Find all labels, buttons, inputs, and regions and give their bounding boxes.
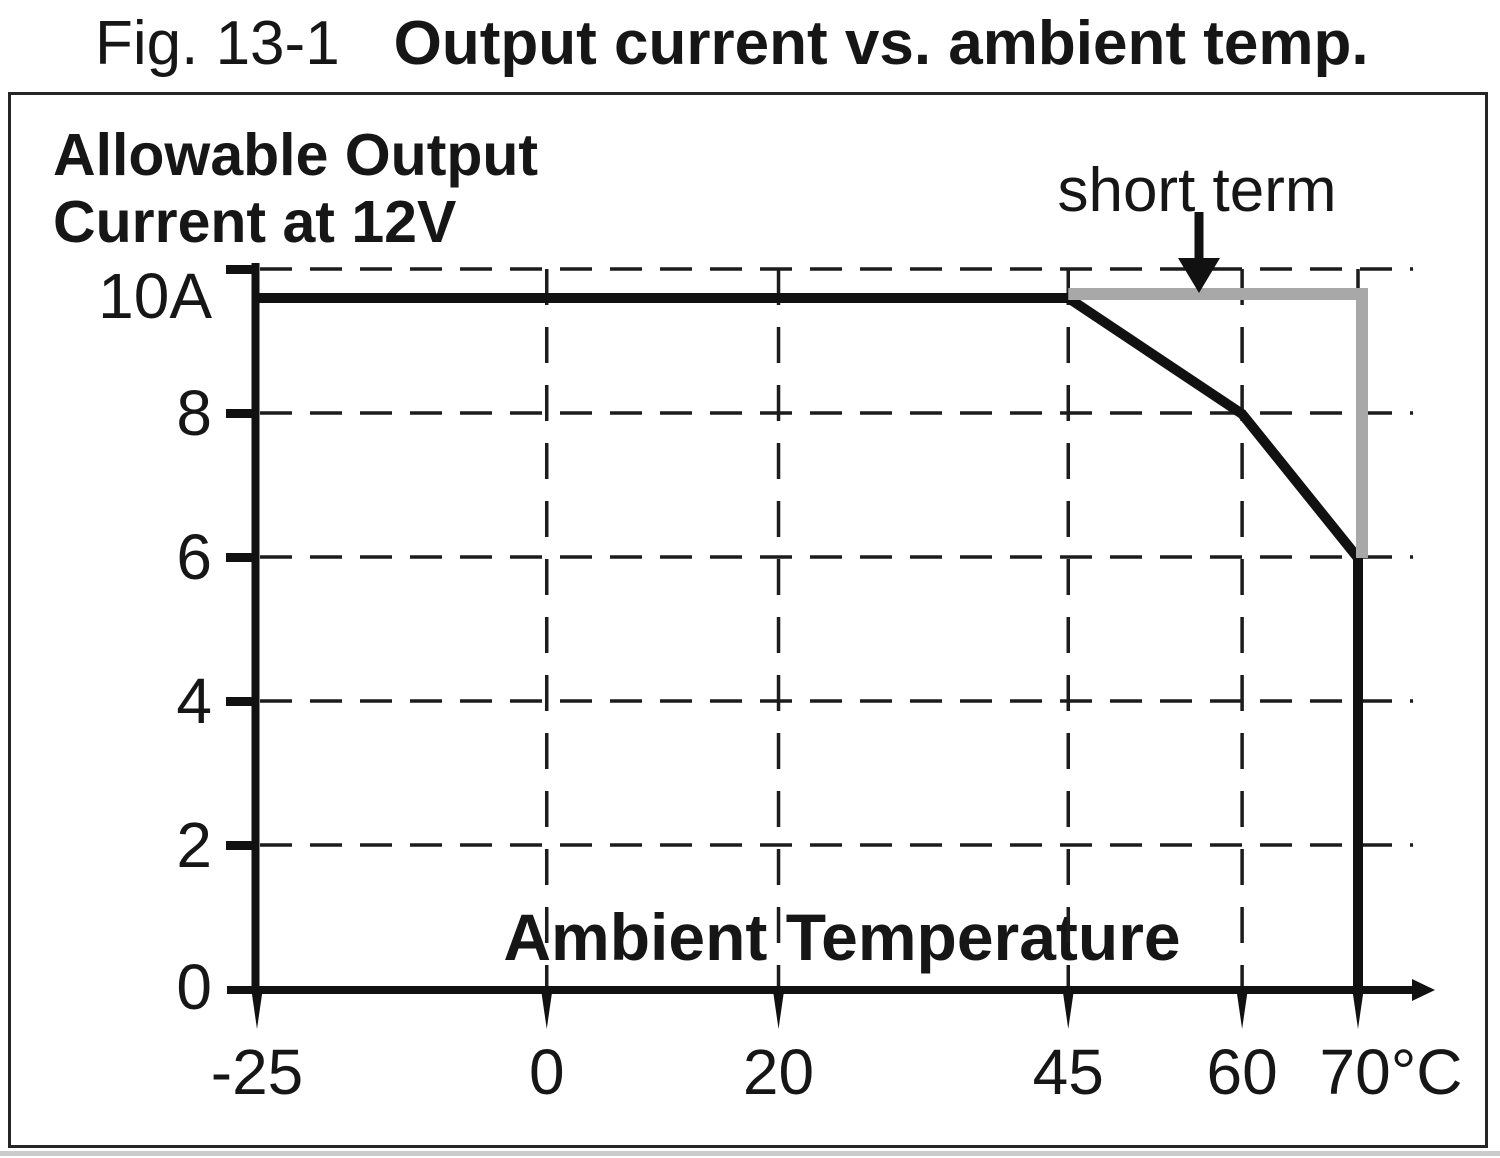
y-tick-6 — [226, 553, 259, 562]
x-tick--25 — [251, 991, 263, 1029]
series-line-short-term — [1068, 288, 1368, 558]
y-axis-title-line2: Current at 12V — [53, 189, 457, 256]
x-tick-60 — [1236, 991, 1248, 1029]
x-tick-70 — [1352, 991, 1364, 1029]
y-tick-10 — [226, 265, 259, 274]
x-tick-45 — [1062, 991, 1074, 1029]
page-edge-artifact — [0, 1151, 1500, 1156]
y-axis-title-line1: Allowable Output — [53, 122, 539, 188]
series-lines — [257, 288, 1368, 990]
figure-title: Output current vs. ambient temp. — [393, 9, 1369, 78]
y-axis-title: Allowable Output Current at 12V — [53, 122, 538, 257]
y-tick-8 — [226, 409, 259, 418]
y-tick-4 — [226, 697, 259, 706]
y-tick-2 — [226, 841, 259, 850]
y-axis-line — [251, 263, 260, 990]
x-tick-0 — [541, 991, 553, 1029]
short-term-arrow-shaft — [1194, 212, 1204, 261]
figure-caption: Fig. 13-1 Output current vs. ambient tem… — [95, 8, 1369, 79]
x-tick-20 — [773, 991, 785, 1029]
axis-ticks — [226, 265, 1364, 1029]
short-term-arrow-icon — [1178, 212, 1220, 293]
x-axis-arrowhead-icon — [1412, 979, 1435, 1001]
series-line-continuous — [257, 293, 1363, 990]
gridlines — [260, 267, 1413, 990]
short-term-arrowhead-icon — [1178, 258, 1220, 293]
x-axis-line — [227, 986, 1415, 994]
figure-label: Fig. 13-1 — [95, 9, 340, 78]
